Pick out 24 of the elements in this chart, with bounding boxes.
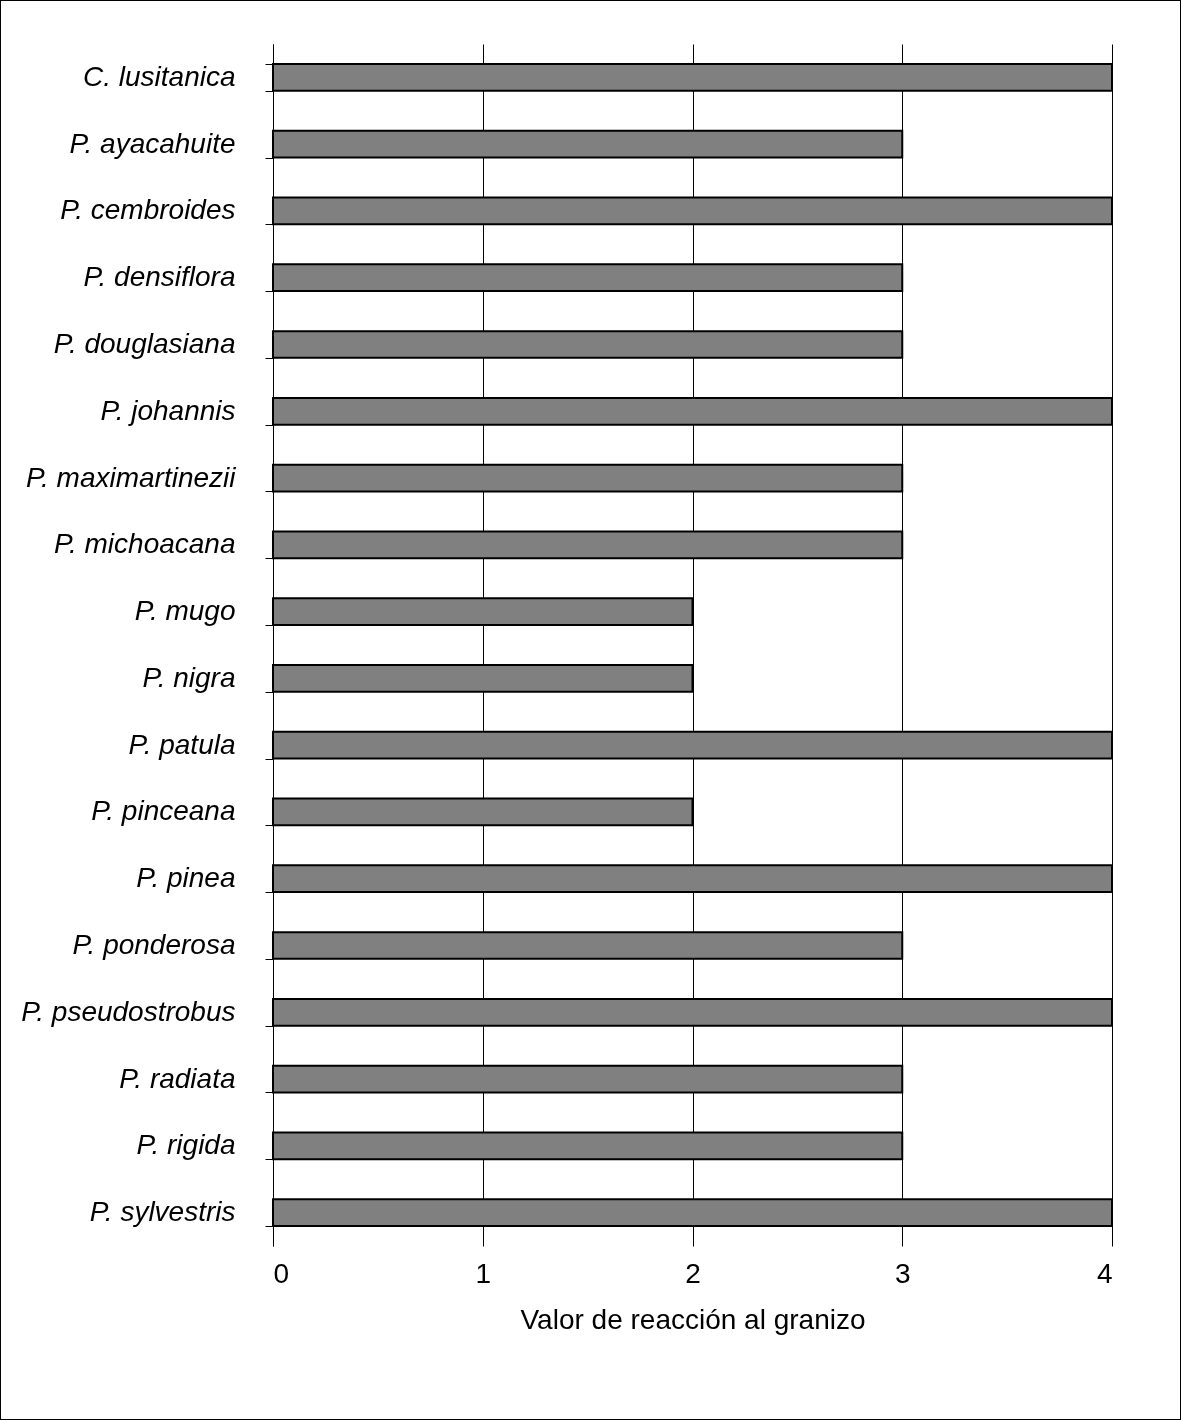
x-tick-label: 4 [1096,1257,1113,1289]
y-tick-label: C. lusitanica [82,60,236,92]
x-tick-label: 1 [475,1257,492,1289]
y-tick-label: P. pinea [136,862,236,894]
x-tick-label: 2 [685,1257,701,1289]
y-tick-label: P. patula [128,728,236,760]
y-tick-label: P. densiflora [83,261,236,293]
y-tick-label: P. pinceana [91,795,236,827]
x-axis-title: Valor de reacción al granizo [520,1303,866,1335]
y-tick-label: P. mugo [134,595,236,627]
y-tick-label: P. ponderosa [72,929,236,960]
y-tick-label: P. sylvestris [89,1196,236,1228]
y-tick-label: P. cembroides [60,194,236,226]
y-tick-label: P. johannis [100,394,236,426]
y-tick-label: P. radiata [119,1062,236,1094]
y-tick-label: P. douglasiana [53,328,236,359]
y-tick-label: P. rigida [136,1129,236,1161]
y-tick-label: P. ayacahuite [69,127,236,159]
y-tick-label: P. michoacana [53,528,236,560]
x-tick-label: 0 [273,1257,290,1289]
y-tick-label: P. pseudostrobus [21,995,236,1027]
y-tick-label: P. maximartinezii [25,461,237,493]
y-tick-label: P. nigra [142,661,236,693]
x-tick-label: 3 [894,1257,911,1289]
